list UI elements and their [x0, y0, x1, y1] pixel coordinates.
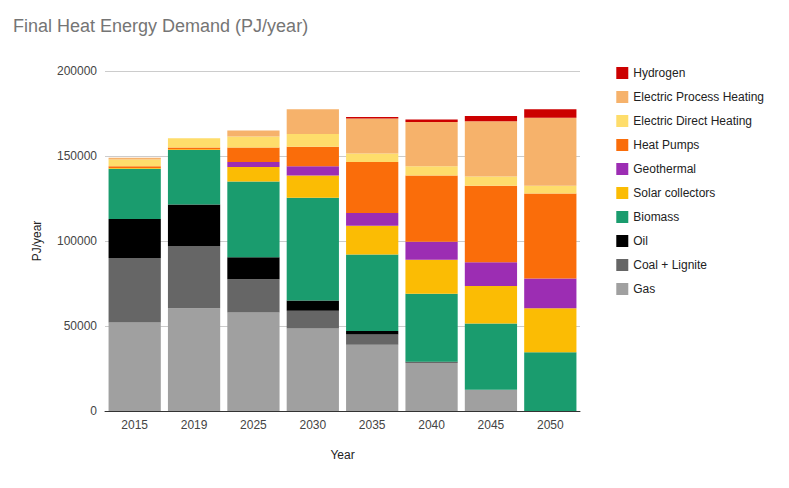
- svg-text:Electric Process Heating: Electric Process Heating: [633, 90, 764, 104]
- svg-text:2015: 2015: [121, 418, 148, 432]
- svg-text:Coal + Lignite: Coal + Lignite: [633, 258, 707, 272]
- svg-text:2025: 2025: [240, 418, 267, 432]
- svg-text:Heat Pumps: Heat Pumps: [633, 138, 699, 152]
- svg-text:Biomass: Biomass: [633, 210, 679, 224]
- svg-text:Oil: Oil: [633, 234, 648, 248]
- svg-text:PJ/year: PJ/year: [30, 221, 44, 262]
- svg-text:Gas: Gas: [633, 282, 655, 296]
- svg-text:2019: 2019: [181, 418, 208, 432]
- svg-text:Year: Year: [330, 448, 354, 462]
- svg-text:0: 0: [90, 404, 97, 418]
- svg-text:2040: 2040: [418, 418, 445, 432]
- svg-text:Final Heat Energy Demand (PJ/y: Final Heat Energy Demand (PJ/year): [13, 16, 308, 36]
- svg-text:Solar collectors: Solar collectors: [633, 186, 715, 200]
- svg-text:2050: 2050: [537, 418, 564, 432]
- svg-text:2045: 2045: [478, 418, 505, 432]
- svg-text:Geothermal: Geothermal: [633, 162, 696, 176]
- svg-text:50000: 50000: [64, 319, 98, 333]
- svg-text:200000: 200000: [57, 64, 97, 78]
- svg-text:2030: 2030: [299, 418, 326, 432]
- svg-text:Electric Direct Heating: Electric Direct Heating: [633, 114, 752, 128]
- svg-text:150000: 150000: [57, 149, 97, 163]
- svg-text:100000: 100000: [57, 234, 97, 248]
- svg-text:Hydrogen: Hydrogen: [633, 66, 685, 80]
- svg-text:2035: 2035: [359, 418, 386, 432]
